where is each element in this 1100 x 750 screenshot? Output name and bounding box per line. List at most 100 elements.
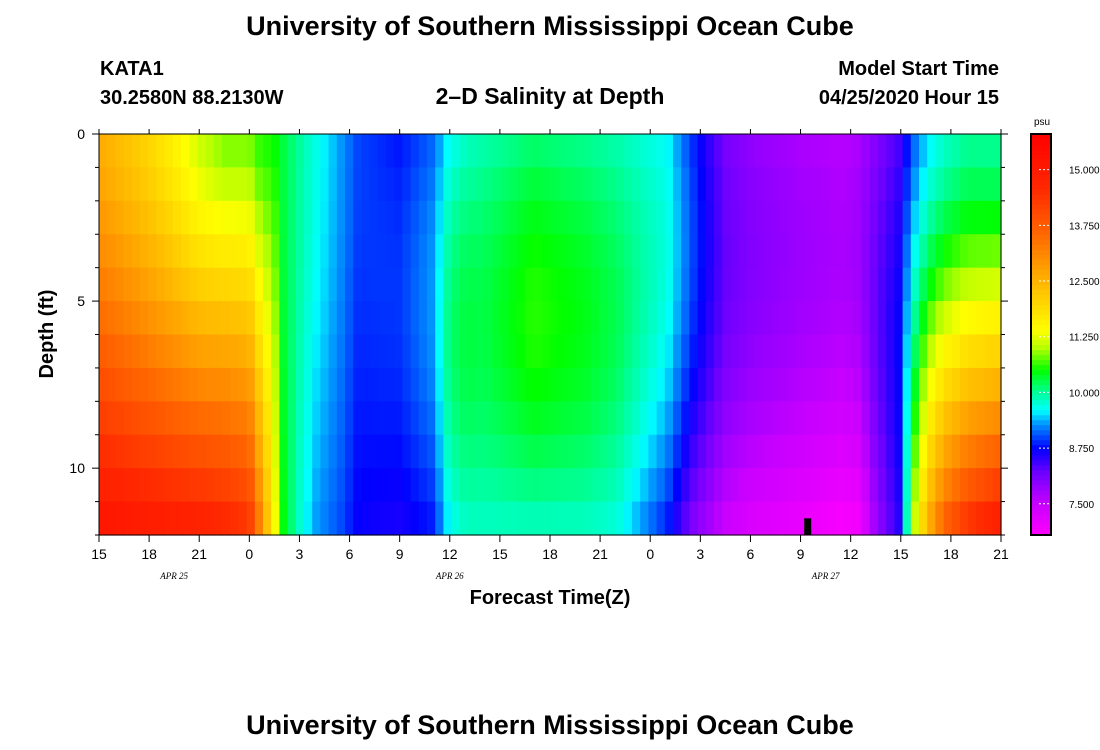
heatmap-cell <box>935 468 945 503</box>
heatmap-cell <box>156 367 166 402</box>
heatmap-cell <box>771 468 781 503</box>
heatmap-cell <box>779 301 789 336</box>
heatmap-cell <box>394 468 403 503</box>
heatmap-cell <box>582 200 592 235</box>
heatmap-cell <box>295 501 305 536</box>
heatmap-cell <box>632 134 641 169</box>
heatmap-cell <box>205 334 215 369</box>
heatmap-cell <box>886 468 895 503</box>
heatmap-cell <box>861 301 871 336</box>
heatmap-cell <box>566 367 576 402</box>
heatmap-cell <box>992 200 1002 235</box>
heatmap-cell <box>222 200 231 235</box>
heatmap-cell <box>394 167 403 202</box>
heatmap-cell <box>123 501 133 536</box>
heatmap-cell <box>205 468 215 503</box>
heatmap-cell <box>164 200 174 235</box>
heatmap-cell <box>320 234 330 269</box>
heatmap-cell <box>656 334 666 369</box>
heatmap-cell <box>976 167 986 202</box>
heatmap-cell <box>951 167 961 202</box>
heatmap-cell <box>172 334 182 369</box>
colorbar-segment <box>1031 504 1051 511</box>
heatmap-cell <box>746 367 756 402</box>
heatmap-cell <box>853 468 863 503</box>
heatmap-cell <box>525 267 535 302</box>
heatmap-cell <box>541 334 551 369</box>
heatmap-cell <box>566 301 576 336</box>
heatmap-cell <box>435 468 444 503</box>
heatmap-cell <box>328 301 338 336</box>
heatmap-cell <box>189 200 198 235</box>
heatmap-cell <box>673 501 682 536</box>
heatmap-cell <box>550 334 559 369</box>
heatmap-cell <box>418 200 428 235</box>
heatmap-cell <box>623 234 633 269</box>
heatmap-cell <box>689 200 699 235</box>
heatmap-cell <box>828 367 838 402</box>
heatmap-cell <box>238 301 248 336</box>
heatmap-cell <box>935 434 945 469</box>
heatmap-cell <box>443 134 453 169</box>
colorbar-segment <box>1031 179 1051 185</box>
heatmap-cell <box>459 401 469 436</box>
colorbar-segment <box>1031 319 1051 325</box>
heatmap-cell <box>394 134 403 169</box>
colorbar-segment <box>1031 419 1051 426</box>
heatmap-cell <box>254 401 264 436</box>
heatmap-cell <box>369 234 379 269</box>
heatmap-cell <box>115 200 125 235</box>
heatmap-cell <box>451 468 461 503</box>
heatmap-cell <box>361 434 371 469</box>
heatmap-cell <box>492 401 502 436</box>
heatmap-cell <box>738 401 748 436</box>
heatmap-cell <box>566 501 576 536</box>
x-tick-label: 6 <box>346 546 354 562</box>
heatmap-cell <box>869 367 879 402</box>
heatmap-cell <box>828 334 838 369</box>
heatmap-cell <box>148 434 157 469</box>
colorbar-segment <box>1031 439 1051 446</box>
heatmap-cell <box>222 434 231 469</box>
heatmap-cell <box>361 267 371 302</box>
colorbar-segment <box>1031 349 1051 356</box>
heatmap-cell <box>468 367 477 402</box>
heatmap-cell <box>984 434 994 469</box>
heatmap-cell <box>500 200 510 235</box>
heatmap-cell <box>615 267 625 302</box>
heatmap-cell <box>960 401 969 436</box>
heatmap-cell <box>459 501 469 536</box>
heatmap-cell <box>878 434 887 469</box>
heatmap-cell <box>99 134 108 169</box>
heatmap-cell <box>861 267 871 302</box>
heatmap-cell <box>599 167 608 202</box>
heatmap-cell <box>656 367 666 402</box>
heatmap-cell <box>935 267 945 302</box>
heatmap-cell <box>927 401 936 436</box>
heatmap-cell <box>254 501 264 536</box>
heatmap-cell <box>410 367 420 402</box>
heatmap-cell <box>517 367 526 402</box>
heatmap-cell <box>205 501 215 536</box>
heatmap-cell <box>197 334 207 369</box>
heatmap-cell <box>910 468 920 503</box>
heatmap-cell <box>886 134 895 169</box>
heatmap-cell <box>197 167 207 202</box>
heatmap-cell <box>254 167 264 202</box>
colorbar-segment <box>1031 514 1051 521</box>
heatmap-cell <box>156 334 166 369</box>
colorbar-segment <box>1031 489 1051 496</box>
heatmap-cell <box>115 468 125 503</box>
heatmap-cell <box>582 367 592 402</box>
heatmap-cell <box>254 334 264 369</box>
heatmap-cell <box>607 501 617 536</box>
heatmap-cell <box>148 200 157 235</box>
heatmap-cell <box>500 401 510 436</box>
heatmap-cell <box>443 434 453 469</box>
heatmap-cell <box>558 267 567 302</box>
heatmap-cell <box>386 167 395 202</box>
heatmap-cell <box>820 234 830 269</box>
heatmap-cell <box>213 334 223 369</box>
heatmap-cell <box>582 301 592 336</box>
heatmap-cell <box>156 468 166 503</box>
